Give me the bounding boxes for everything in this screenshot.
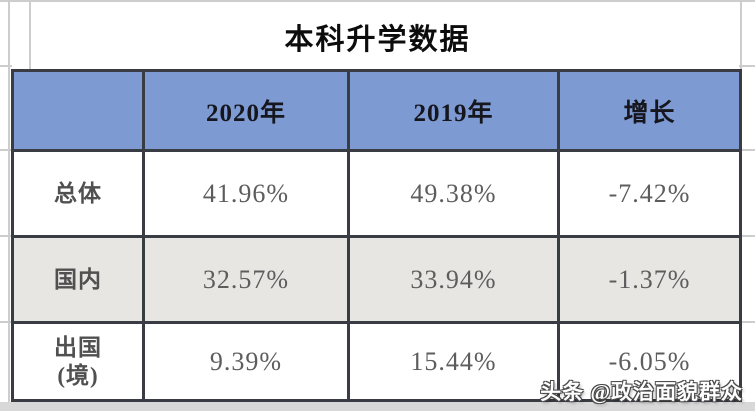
row-label-text: 出国(境) [54,335,102,388]
header-row: 2020年 2019年 增长 [11,69,742,152]
row-label-overall: 总体 [11,149,145,238]
cell-domestic-2020: 32.57% [142,235,350,324]
data-table: 2020年 2019年 增长 总体 41.96% 49.38% -7.42% 国… [11,69,742,402]
gridline-segment-right [739,235,755,237]
gridline-segment-right [739,149,755,151]
gridline-horizontal-top [0,0,755,2]
row-label-text: 总体 [54,180,102,206]
table-row-domestic: 国内 32.57% 33.94% -1.37% [11,235,742,324]
cell-overall-2020: 41.96% [142,149,350,238]
gridline-segment-left [0,65,12,67]
gridline-vertical-right [740,0,742,411]
gridline-vertical-title-area [29,0,31,70]
gridline-segment-left [0,149,12,151]
table-row-overall: 总体 41.96% 49.38% -7.42% [11,149,742,238]
cell-abroad-growth: -6.05% [557,321,742,402]
header-cell-2020: 2020年 [142,69,350,152]
gridline-segment-left [0,235,12,237]
header-cell-2019: 2019年 [347,69,560,152]
watermark-text: 头条 @政治面貌群众 [540,380,743,404]
row-label-abroad: 出国(境) [11,321,145,402]
gridline-vertical-left [8,0,10,411]
page-title: 本科升学数据 [284,24,471,56]
cell-abroad-2019: 15.44% [347,321,560,402]
header-cell-growth: 增长 [557,69,742,152]
gridline-segment-right [739,321,755,323]
cell-domestic-2019: 33.94% [347,235,560,324]
bottom-gray-strip [0,402,755,411]
header-cell-empty [11,69,145,152]
cell-abroad-2020: 9.39% [142,321,350,402]
cell-domestic-growth: -1.37% [557,235,742,324]
cell-overall-growth: -7.42% [557,149,742,238]
gridline-segment-left [0,321,12,323]
gridline-segment-right [739,65,755,67]
cell-overall-2019: 49.38% [347,149,560,238]
row-label-text: 国内 [54,266,102,292]
table-row-abroad: 出国(境) 9.39% 15.44% -6.05% [11,321,742,402]
row-label-domestic: 国内 [11,235,145,324]
